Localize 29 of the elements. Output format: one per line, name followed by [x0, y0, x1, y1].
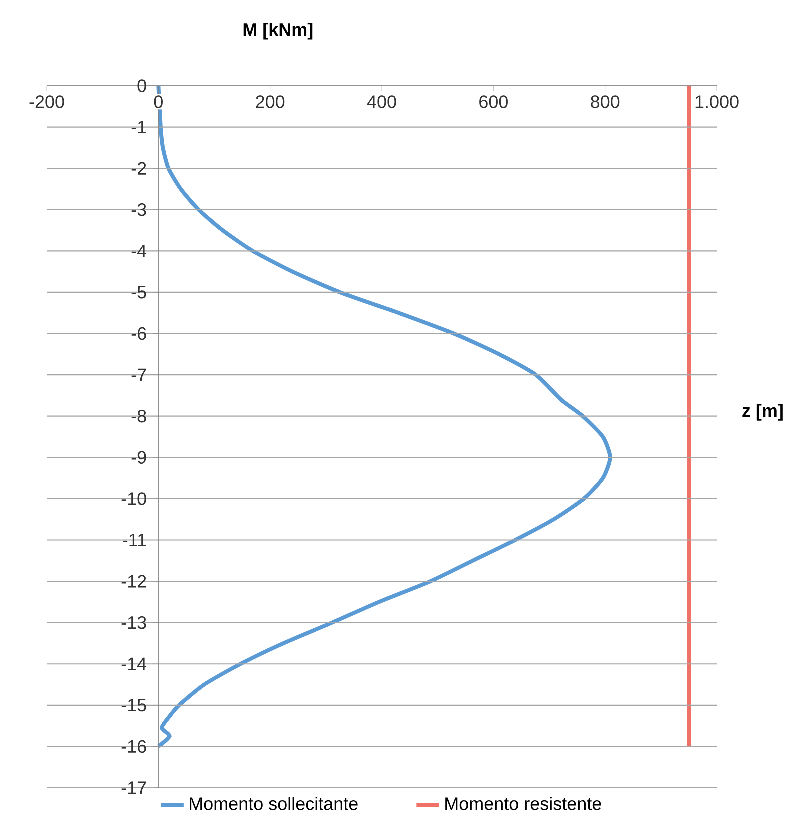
y-tick-label: 0 [138, 80, 146, 92]
x-tick-label: 1.000 [696, 96, 739, 108]
y-tick-label: -10 [122, 492, 146, 506]
x-tick-label: 800 [591, 96, 620, 108]
y-tick-label: -7 [132, 368, 146, 382]
y-tick-label: -17 [122, 782, 146, 794]
x-tick-label: -200 [30, 96, 64, 108]
x-tick-label: 600 [480, 96, 508, 108]
y-tick-label: -9 [132, 451, 146, 464]
y-tick-label: -12 [122, 575, 146, 588]
y-axis-title: z [m] [742, 404, 783, 421]
y-tick-label: -3 [132, 204, 146, 216]
y-tick-label: -4 [132, 244, 147, 258]
legend-label: Momento resistente [446, 797, 602, 810]
y-tick-label: -1 [132, 121, 146, 134]
y-tick-label: -8 [132, 410, 146, 423]
x-axis-title: M [kNm] [244, 22, 313, 40]
y-tick-label: -11 [123, 534, 146, 546]
x-tick-label: 400 [367, 96, 396, 108]
y-tick-label: -5 [132, 286, 146, 299]
y-tick-label: -13 [122, 616, 146, 630]
x-tick-label: 200 [256, 96, 285, 108]
y-tick-label: -16 [122, 740, 146, 754]
y-tick-label: -6 [132, 327, 146, 340]
legend-label: Momento sollecitante [190, 797, 358, 810]
y-tick-label: -14 [122, 658, 147, 670]
y-tick-label: -15 [122, 699, 146, 712]
x-tick-label: 0 [154, 96, 163, 108]
y-tick-label: -2 [132, 162, 146, 175]
